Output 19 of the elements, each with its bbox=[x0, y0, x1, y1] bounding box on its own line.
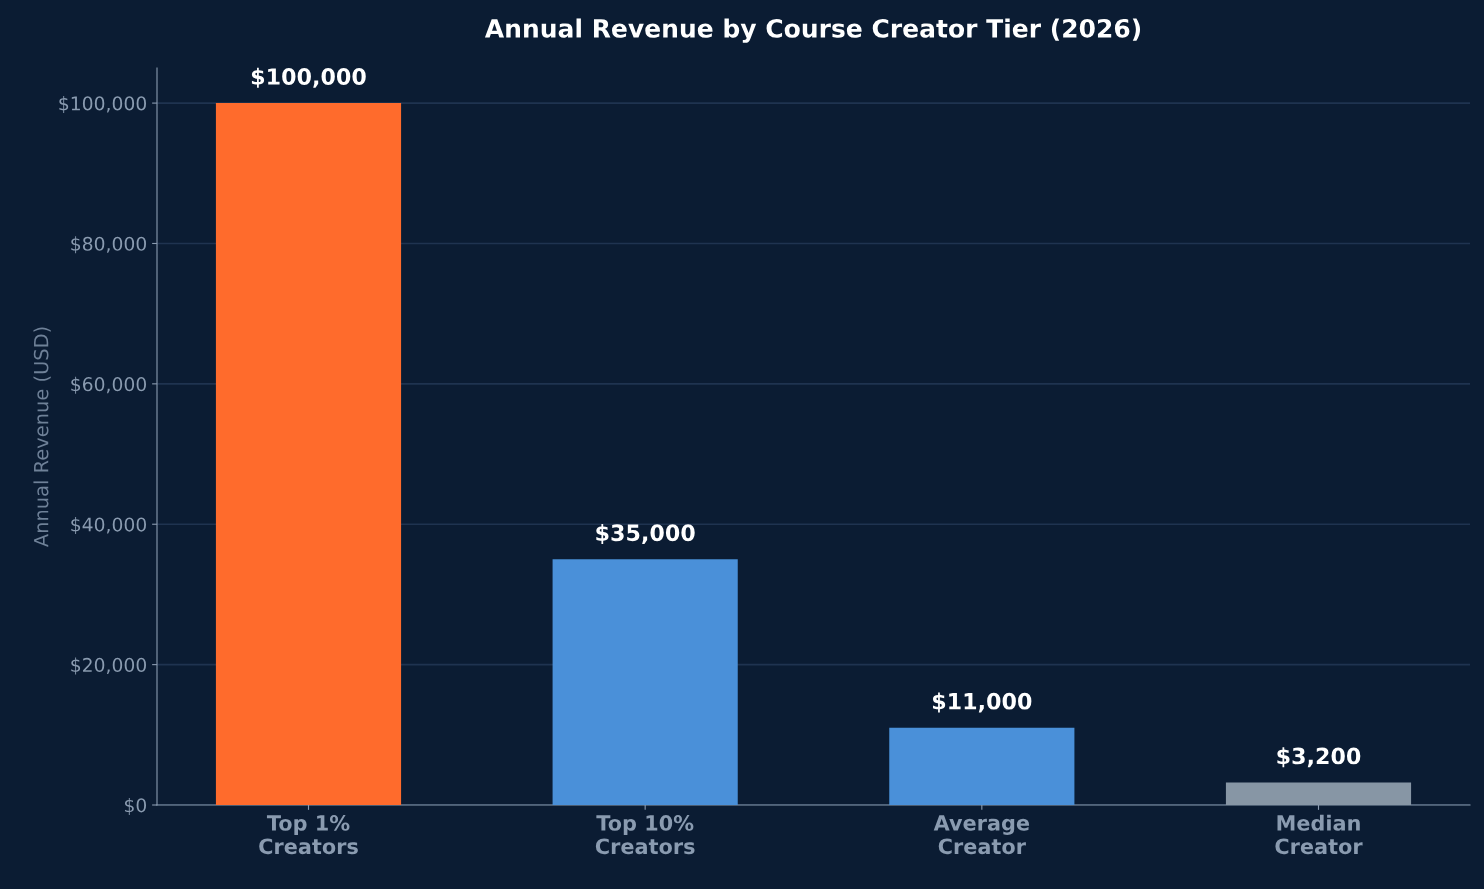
y-tick-label: $0 bbox=[124, 797, 147, 815]
bar bbox=[215, 103, 402, 805]
x-tick-label: Median Creator bbox=[1275, 814, 1363, 855]
x-tick-label: Average Creator bbox=[933, 815, 1030, 855]
data-label: $11,000 bbox=[932, 692, 1032, 713]
y-tick-label: $40,000 bbox=[71, 517, 147, 535]
data-label: $35,000 bbox=[596, 523, 695, 545]
bar bbox=[889, 727, 1075, 805]
data-label: $3,200 bbox=[1277, 747, 1361, 768]
chart-title: Annual Revenue by Course Creator Tier (2026) bbox=[484, 18, 1141, 43]
y-tick-label: $20,000 bbox=[71, 657, 147, 675]
data-label: $100,000 bbox=[251, 67, 366, 88]
y-axis-title: Annual Revenue (USD) bbox=[33, 327, 51, 548]
x-tick-label: Top 1% Creators bbox=[259, 815, 358, 855]
y-tick-label: $100,000 bbox=[59, 95, 147, 113]
x-tick-label: Top 10% Creators bbox=[595, 815, 695, 855]
y-tick-label: $80,000 bbox=[71, 236, 147, 254]
y-tick-label: $60,000 bbox=[71, 376, 147, 394]
bar bbox=[552, 559, 738, 805]
